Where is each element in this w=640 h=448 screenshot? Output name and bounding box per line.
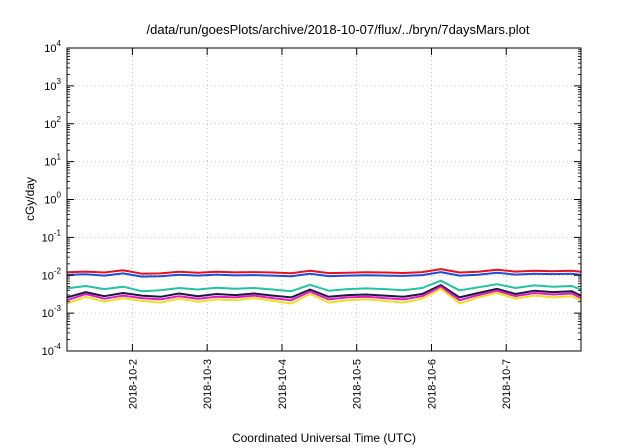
y-axis-label: cGy/day (23, 177, 37, 221)
series-line-3 (66, 279, 582, 293)
y-tick-label: 10-2 (42, 266, 62, 282)
x-tick-label: 2018-10-7 (501, 359, 513, 409)
y-tick-label: 100 (44, 191, 61, 207)
series-group (66, 268, 582, 305)
series-line-1 (66, 268, 582, 275)
y-tick-label: 103 (44, 77, 61, 93)
y-tick-label: 104 (44, 39, 61, 55)
y-tick-label: 101 (44, 153, 61, 169)
x-tick-label: 2018-10-2 (127, 359, 139, 409)
chart-title: /data/run/goesPlots/archive/2018-10-07/f… (147, 22, 530, 37)
series-line-6 (66, 287, 582, 305)
y-tick-label: 10-1 (42, 228, 62, 244)
y-tick-label: 10-4 (42, 342, 62, 358)
x-tick-label: 2018-10-6 (426, 359, 438, 409)
series-line-5 (66, 285, 582, 302)
x-axis: 2018-10-2 2018-10-3 2018-10-4 2018-10-5 2018… (127, 48, 513, 409)
series-line-2 (66, 271, 582, 278)
x-tick-label: 2018-10-5 (352, 359, 364, 409)
y-tick-label: 10-3 (42, 304, 62, 320)
x-tick-label: 2018-10-4 (277, 359, 289, 409)
x-axis-label: Coordinated Universal Time (UTC) (232, 431, 416, 445)
y-tick-label: 102 (44, 115, 61, 131)
grid-lines (67, 47, 581, 352)
x-tick-label: 2018-10-3 (202, 359, 214, 409)
series-line-4 (66, 284, 582, 299)
y-axis: 104 103 102 101 100 10-1 10-2 10-3 10-4 (42, 39, 581, 358)
